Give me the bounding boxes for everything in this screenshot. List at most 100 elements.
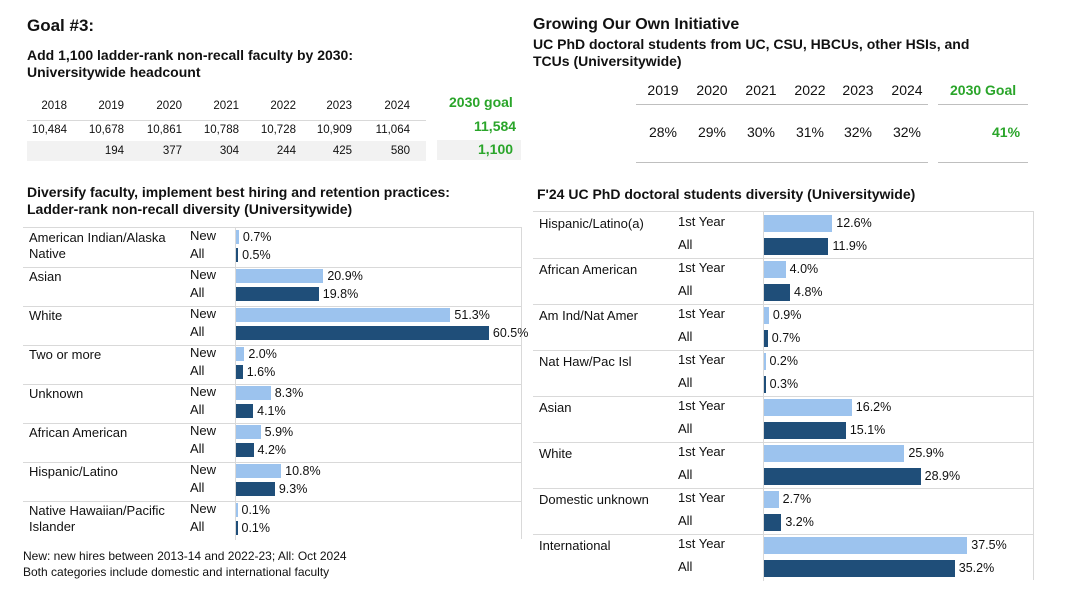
- chart-axis: [763, 212, 764, 581]
- headcount-title-line1: Add 1,100 ladder-rank non-recall faculty…: [27, 47, 354, 63]
- sub-label-new: New: [190, 423, 217, 438]
- value-label-all-asian: 15.1%: [849, 423, 886, 437]
- category-label-white: White: [29, 308, 62, 324]
- bar-1st-year-white: [764, 445, 905, 462]
- sub-label-all: All: [190, 285, 205, 300]
- initiative-value-2024: 32%: [892, 124, 922, 140]
- value-label-new-american-indian-alaska-native: 0.7%: [242, 230, 272, 244]
- category-label-international: International: [539, 538, 611, 554]
- value-label-all-hispanic-latino: 9.3%: [278, 482, 308, 496]
- value-label-1st-year-african-american: 4.0%: [789, 262, 819, 276]
- category-label-am-ind-nat-amer: Am Ind/Nat Amer: [539, 308, 638, 324]
- sub-label-new: New: [190, 306, 217, 321]
- year-header-2024: 2024: [384, 100, 410, 112]
- sub-label-all: All: [190, 441, 205, 456]
- group-divider: [23, 306, 522, 307]
- value-label-all-white: 60.5%: [492, 326, 529, 340]
- sub-label-all: All: [678, 467, 693, 482]
- value-label-1st-year-am-ind-nat-amer: 0.9%: [772, 308, 802, 322]
- sub-label-1st-year: 1st Year: [678, 306, 725, 321]
- bar-all-white: [236, 326, 489, 340]
- sub-label-new: New: [190, 462, 217, 477]
- year-header-2018: 2018: [41, 100, 67, 112]
- value-label-1st-year-asian: 16.2%: [855, 400, 892, 414]
- bar-all-asian: [236, 287, 319, 301]
- initiative-value-2019: 28%: [648, 124, 678, 140]
- group-divider: [533, 396, 1034, 397]
- initiative-year-2022: 2022: [794, 82, 826, 98]
- sub-label-1st-year: 1st Year: [678, 260, 725, 275]
- year-header-2020: 2020: [156, 100, 182, 112]
- headcount-goal-change: 1,100: [478, 141, 514, 157]
- category-label-american-indian-alaska-native: American Indian/Alaska Native: [29, 230, 166, 262]
- year-header-2019: 2019: [98, 100, 124, 112]
- headcount-value-2023: 10,909: [316, 124, 352, 136]
- value-label-all-african-american: 4.2%: [257, 443, 287, 457]
- group-divider: [533, 258, 1034, 259]
- group-divider: [533, 488, 1034, 489]
- category-label-line: Domestic unknown: [539, 492, 649, 507]
- goal-divider: [938, 104, 1028, 105]
- initiative-subtitle: UC PhD doctoral students from UC, CSU, H…: [533, 36, 969, 70]
- value-label-new-white: 51.3%: [454, 308, 490, 322]
- phd-diversity-title: F'24 UC PhD doctoral students diversity …: [537, 186, 916, 202]
- initiative-title: Growing Our Own Initiative: [533, 16, 740, 33]
- category-label-asian: Asian: [29, 269, 62, 285]
- change-value-2021: 304: [219, 145, 239, 157]
- category-label-line: Am Ind/Nat Amer: [539, 308, 638, 323]
- change-value-2020: 377: [162, 145, 182, 157]
- headcount-row-band: [27, 141, 426, 161]
- headcount-value-2018: 10,484: [31, 124, 67, 136]
- initiative-value-2023: 32%: [843, 124, 873, 140]
- initiative-year-2019: 2019: [647, 82, 679, 98]
- bar-all-native-hawaiian-pacific-islander: [236, 521, 238, 535]
- value-label-all-international: 35.2%: [958, 561, 995, 575]
- bar-new-native-hawaiian-pacific-islander: [236, 503, 238, 517]
- bar-1st-year-am-ind-nat-amer: [764, 307, 769, 324]
- bar-new-two-or-more: [236, 347, 245, 361]
- year-header-2021: 2021: [213, 100, 239, 112]
- initiative-subtitle-line2: TCUs (Universitywide): [533, 53, 682, 69]
- category-label-line: International: [539, 538, 611, 553]
- value-label-new-native-hawaiian-pacific-islander: 0.1%: [241, 503, 271, 517]
- sub-label-new: New: [190, 228, 217, 243]
- category-label-line: Asian: [539, 400, 572, 415]
- initiative-goal-value: 41%: [992, 124, 1021, 140]
- value-label-1st-year-international: 37.5%: [971, 538, 1007, 552]
- initiative-divider: [636, 104, 928, 105]
- chart-note-line1: New: new hires between 2013-14 and 2022-…: [23, 549, 347, 563]
- sub-label-all: All: [190, 246, 205, 261]
- category-label-line: White: [539, 446, 573, 461]
- bar-all-am-ind-nat-amer: [764, 330, 768, 347]
- bar-all-international: [764, 560, 955, 577]
- chart-axis: [235, 228, 236, 540]
- initiative-year-2021: 2021: [745, 82, 777, 98]
- value-label-all-am-ind-nat-amer: 0.7%: [771, 331, 801, 345]
- group-divider: [23, 267, 522, 268]
- change-value-2024: 580: [390, 145, 410, 157]
- sub-label-all: All: [190, 519, 205, 534]
- value-label-new-hispanic-latino: 10.8%: [285, 464, 321, 478]
- initiative-year-2020: 2020: [696, 82, 728, 98]
- initiative-goal-label: 2030 Goal: [950, 82, 1017, 98]
- initiative-subtitle-line1: UC PhD doctoral students from UC, CSU, H…: [533, 36, 970, 52]
- headcount-title: Add 1,100 ladder-rank non-recall faculty…: [27, 47, 353, 81]
- initiative-value-2020: 29%: [697, 124, 727, 140]
- sub-label-all: All: [678, 375, 693, 390]
- bar-all-two-or-more: [236, 365, 243, 379]
- change-value-2019: 194: [104, 145, 124, 157]
- goal-title: Goal #3:: [27, 16, 95, 35]
- bar-1st-year-domestic-unknown: [764, 491, 779, 508]
- bar-all-hispanic-latino: [236, 482, 275, 496]
- value-label-1st-year-nat-haw-pac-isl: 0.2%: [769, 354, 799, 368]
- group-divider: [533, 442, 1034, 443]
- value-label-all-domestic-unknown: 3.2%: [785, 515, 814, 529]
- bar-all-unknown: [236, 404, 254, 418]
- headcount-value-2020: 10,861: [146, 124, 182, 136]
- sub-label-all: All: [678, 559, 693, 574]
- bar-all-asian: [764, 422, 846, 439]
- year-header-2022: 2022: [270, 100, 296, 112]
- category-label-line: African American: [539, 262, 638, 277]
- category-label-hispanic-latino-a: Hispanic/Latino(a): [539, 216, 644, 232]
- sub-label-all: All: [678, 283, 693, 298]
